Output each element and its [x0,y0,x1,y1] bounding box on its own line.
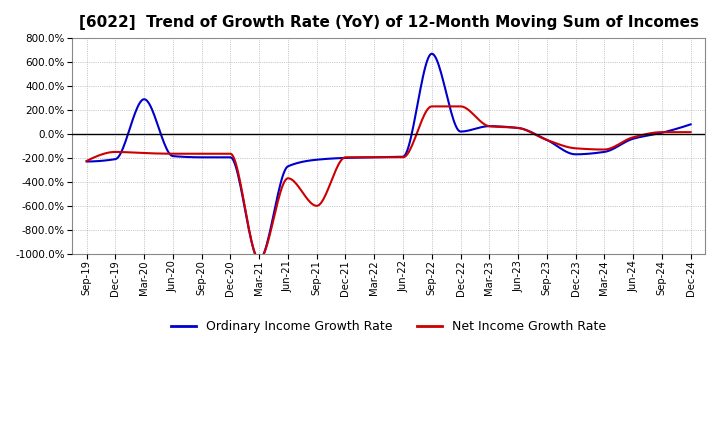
Title: [6022]  Trend of Growth Rate (YoY) of 12-Month Moving Sum of Incomes: [6022] Trend of Growth Rate (YoY) of 12-… [78,15,698,30]
Legend: Ordinary Income Growth Rate, Net Income Growth Rate: Ordinary Income Growth Rate, Net Income … [166,315,611,338]
